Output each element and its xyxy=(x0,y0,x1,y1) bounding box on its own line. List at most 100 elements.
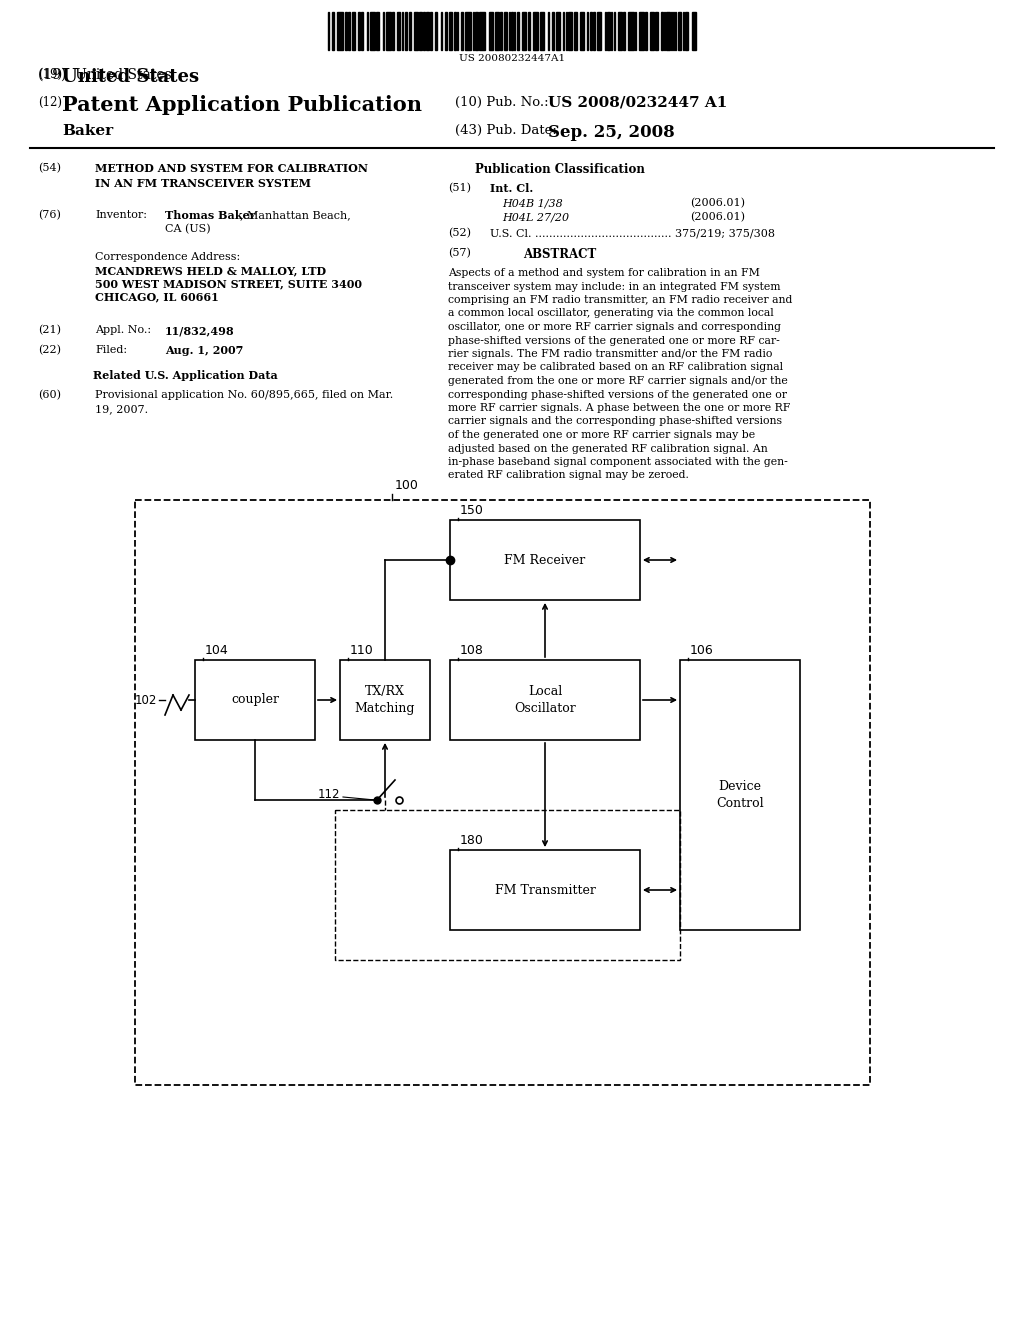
Text: erated RF calibration signal may be zeroed.: erated RF calibration signal may be zero… xyxy=(449,470,689,480)
Bar xyxy=(454,12,456,50)
Bar xyxy=(445,12,447,50)
Bar xyxy=(450,850,640,931)
Bar xyxy=(135,500,870,1085)
Text: Correspondence Address:: Correspondence Address: xyxy=(95,252,241,261)
Bar xyxy=(345,12,347,50)
Text: (19)  United States: (19) United States xyxy=(38,69,172,82)
Text: Baker: Baker xyxy=(62,124,113,139)
Text: rier signals. The FM radio transmitter and/or the FM radio: rier signals. The FM radio transmitter a… xyxy=(449,348,772,359)
Text: (12): (12) xyxy=(38,96,62,110)
Text: 106: 106 xyxy=(690,644,714,657)
Bar xyxy=(397,12,400,50)
Text: Int. Cl.: Int. Cl. xyxy=(490,183,534,194)
Text: 150: 150 xyxy=(460,504,484,517)
Text: Patent Application Publication: Patent Application Publication xyxy=(62,95,422,115)
Bar xyxy=(574,12,577,50)
Bar xyxy=(450,520,640,601)
Text: Sep. 25, 2008: Sep. 25, 2008 xyxy=(548,124,675,141)
Bar xyxy=(540,12,544,50)
Text: U.S. Cl. ....................................... 375/219; 375/308: U.S. Cl. ...............................… xyxy=(490,228,775,238)
Bar xyxy=(580,12,584,50)
Bar xyxy=(335,810,680,960)
Bar xyxy=(423,12,425,50)
Bar xyxy=(680,660,800,931)
Text: 11/832,498: 11/832,498 xyxy=(165,325,234,337)
Bar xyxy=(479,12,485,50)
Text: coupler: coupler xyxy=(231,693,279,706)
Text: United States: United States xyxy=(62,69,199,86)
Text: 500 WEST MADISON STREET, SUITE 3400: 500 WEST MADISON STREET, SUITE 3400 xyxy=(95,279,362,289)
Text: , Manhattan Beach,: , Manhattan Beach, xyxy=(240,210,351,220)
Bar xyxy=(504,12,507,50)
Text: 100: 100 xyxy=(395,479,419,492)
Text: adjusted based on the generated RF calibration signal. An: adjusted based on the generated RF calib… xyxy=(449,444,768,454)
Text: (52): (52) xyxy=(449,228,471,239)
Text: 102: 102 xyxy=(134,693,157,706)
Text: Filed:: Filed: xyxy=(95,345,127,355)
Text: (21): (21) xyxy=(38,325,61,335)
Text: Local
Oscillator: Local Oscillator xyxy=(514,685,575,715)
Bar xyxy=(419,12,422,50)
Text: MCANDREWS HELD & MALLOY, LTD: MCANDREWS HELD & MALLOY, LTD xyxy=(95,265,326,276)
Bar xyxy=(556,12,560,50)
Text: (54): (54) xyxy=(38,162,61,173)
Bar xyxy=(426,12,429,50)
Bar xyxy=(655,12,658,50)
Bar xyxy=(435,12,437,50)
Bar xyxy=(522,12,526,50)
Text: 180: 180 xyxy=(460,834,484,847)
Text: IN AN FM TRANSCEIVER SYSTEM: IN AN FM TRANSCEIVER SYSTEM xyxy=(95,178,311,189)
Bar xyxy=(666,12,670,50)
Text: phase-shifted versions of the generated one or more RF car-: phase-shifted versions of the generated … xyxy=(449,335,779,346)
Text: (19): (19) xyxy=(38,69,62,81)
Text: a common local oscillator, generating via the common local: a common local oscillator, generating vi… xyxy=(449,309,774,318)
Text: (51): (51) xyxy=(449,183,471,193)
Bar xyxy=(692,12,696,50)
Bar xyxy=(678,12,681,50)
Bar xyxy=(650,12,654,50)
Bar xyxy=(590,12,592,50)
Text: transceiver system may include: in an integrated FM system: transceiver system may include: in an in… xyxy=(449,281,780,292)
Bar xyxy=(568,12,572,50)
Text: H04B 1/38: H04B 1/38 xyxy=(502,198,563,209)
Text: (2006.01): (2006.01) xyxy=(690,213,745,222)
Text: (2006.01): (2006.01) xyxy=(690,198,745,209)
Bar xyxy=(534,12,538,50)
Bar xyxy=(386,12,391,50)
Text: METHOD AND SYSTEM FOR CALIBRATION: METHOD AND SYSTEM FOR CALIBRATION xyxy=(95,162,368,174)
Bar xyxy=(361,12,362,50)
Bar xyxy=(461,12,463,50)
Bar xyxy=(409,12,411,50)
Bar xyxy=(618,12,622,50)
Text: (10) Pub. No.:: (10) Pub. No.: xyxy=(455,96,549,110)
Text: Aspects of a method and system for calibration in an FM: Aspects of a method and system for calib… xyxy=(449,268,760,279)
Bar xyxy=(645,12,647,50)
Text: of the generated one or more RF carrier signals may be: of the generated one or more RF carrier … xyxy=(449,430,755,440)
Bar xyxy=(340,660,430,741)
Bar xyxy=(517,12,519,50)
Bar xyxy=(607,12,610,50)
Bar xyxy=(685,12,688,50)
Text: 19, 2007.: 19, 2007. xyxy=(95,404,148,414)
Text: comprising an FM radio transmitter, an FM radio receiver and: comprising an FM radio transmitter, an F… xyxy=(449,294,793,305)
Text: Related U.S. Application Data: Related U.S. Application Data xyxy=(92,370,278,381)
Text: US 20080232447A1: US 20080232447A1 xyxy=(459,54,565,63)
Bar xyxy=(500,12,502,50)
Bar xyxy=(450,660,640,741)
Bar xyxy=(489,12,493,50)
Bar xyxy=(406,12,407,50)
Bar xyxy=(465,12,471,50)
Bar xyxy=(414,12,418,50)
Text: 112: 112 xyxy=(317,788,340,801)
Bar xyxy=(195,660,315,741)
Text: corresponding phase-shifted versions of the generated one or: corresponding phase-shifted versions of … xyxy=(449,389,787,400)
Text: in-phase baseband signal component associated with the gen-: in-phase baseband signal component assoc… xyxy=(449,457,787,467)
Bar xyxy=(332,12,334,50)
Text: Thomas Baker: Thomas Baker xyxy=(165,210,256,220)
Bar xyxy=(430,12,432,50)
Text: (60): (60) xyxy=(38,389,61,400)
Bar xyxy=(392,12,394,50)
Text: ABSTRACT: ABSTRACT xyxy=(523,248,597,261)
Text: (76): (76) xyxy=(38,210,60,220)
Text: (43) Pub. Date:: (43) Pub. Date: xyxy=(455,124,557,137)
